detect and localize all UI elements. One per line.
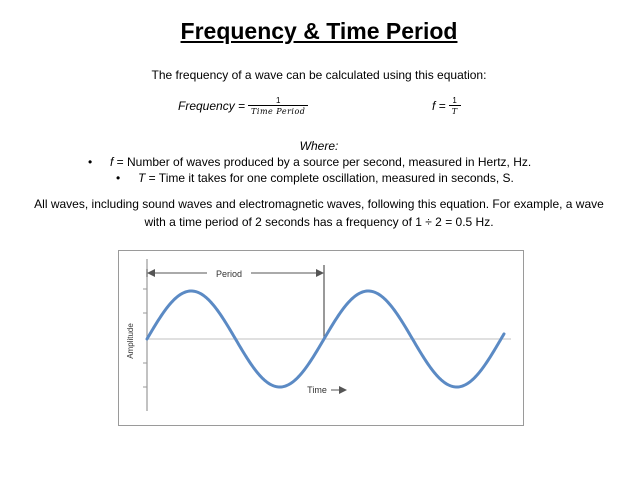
equation-lhs: Frequency = [178,99,246,113]
bullet-item-period: • T = Time it takes for one complete osci… [116,171,514,185]
short-equation-numerator: 1 [452,96,457,105]
example-paragraph: All waves, including sound waves and ele… [34,197,604,229]
page-title: Frequency & Time Period [180,18,458,44]
wave-diagram-svg: Period Amplitude Time [126,259,511,411]
bullet-text: = Number of waves produced by a source p… [113,155,532,169]
bullet-marker: • [88,155,93,169]
period-label: Period [216,269,242,279]
frequency-equation: Frequency = 1 Time Period [178,96,309,116]
short-equation: f = 1 T [432,96,461,116]
bullet-marker: • [116,171,121,185]
bullet-text: = Time it takes for one complete oscilla… [145,171,514,185]
equation-fraction: 1 Time Period [248,96,309,116]
amplitude-label: Amplitude [126,323,135,359]
period-symbol: T [138,171,146,185]
short-equation-denominator: T [448,105,461,116]
short-equation-lhs: f = [432,99,446,113]
short-equation-fraction: 1 T [448,96,461,116]
frequency-symbol: f [110,155,114,169]
intro-text: The frequency of a wave can be calculate… [151,68,487,82]
equation-numerator: 1 [275,96,281,105]
where-heading: Where: [299,139,339,153]
equation-denominator: Time Period [248,105,309,116]
wave-diagram: Period Amplitude Time [118,250,524,426]
time-label: Time [307,385,327,395]
sine-wave [145,289,506,389]
bullet-item-frequency: • f = Number of waves produced by a sourc… [88,155,531,169]
